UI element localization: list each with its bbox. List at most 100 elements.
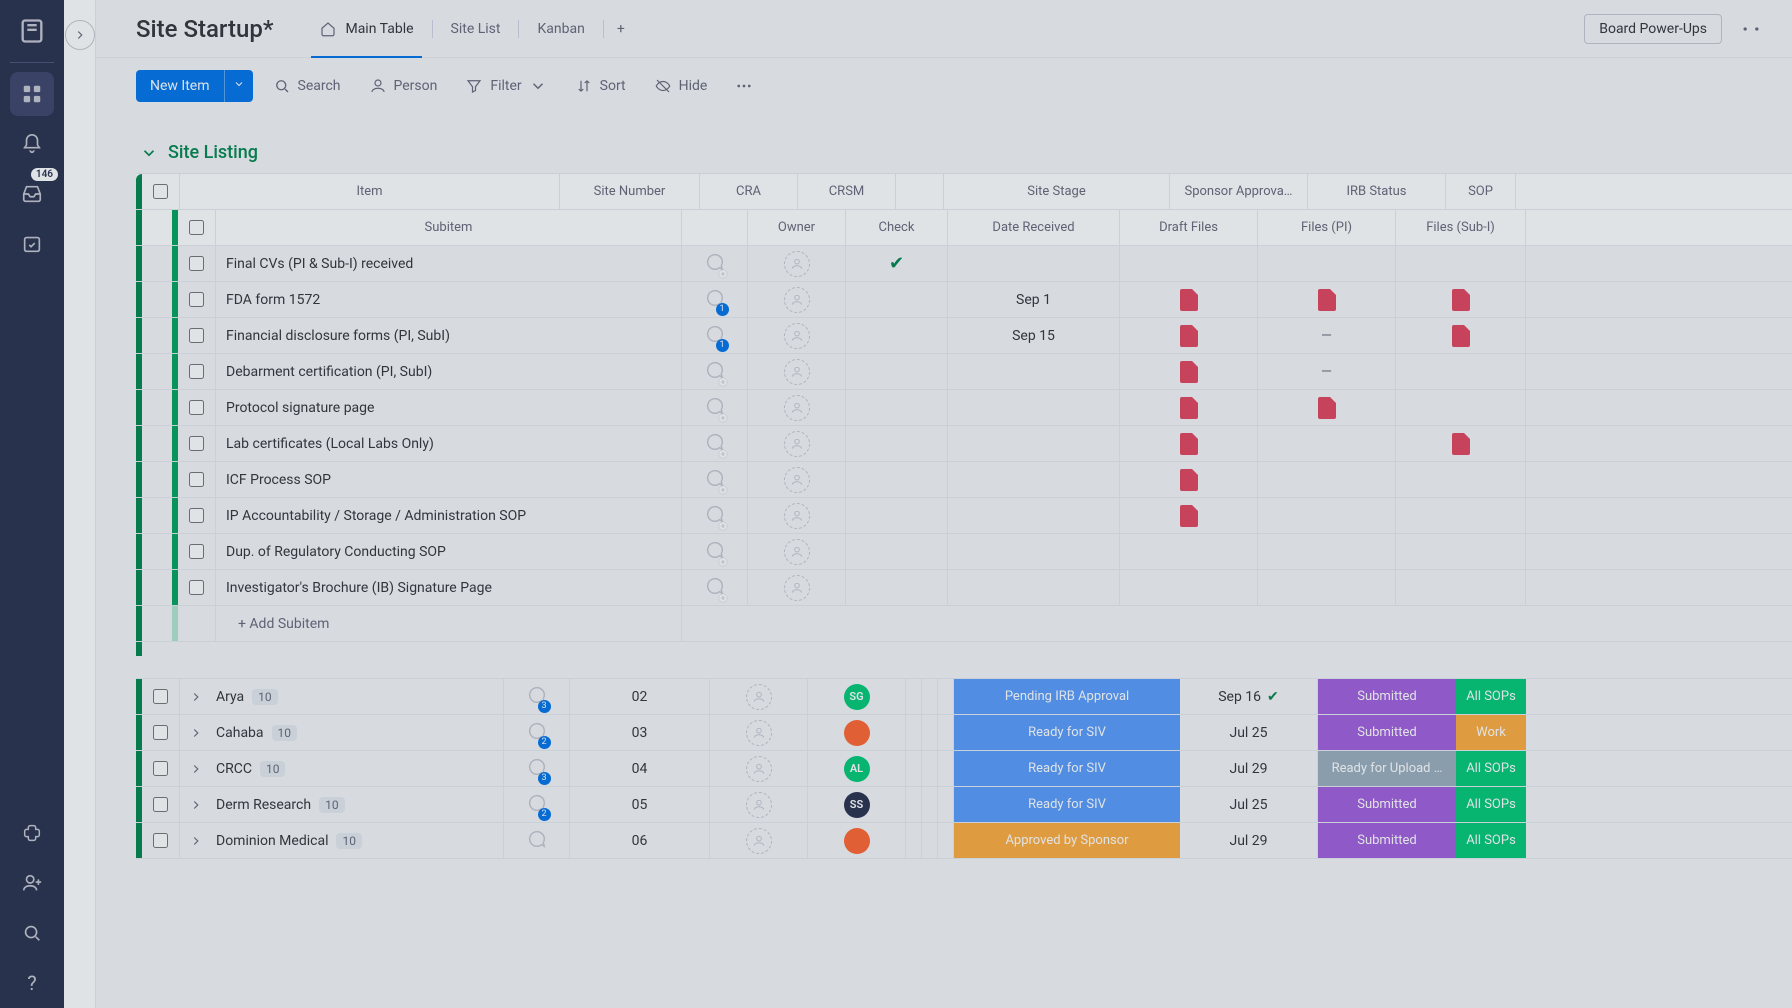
rail-inbox[interactable]: 146 [10, 172, 54, 216]
subitem-draft-files[interactable] [1120, 390, 1258, 425]
subitem-check[interactable]: ✔ [846, 246, 948, 281]
col-cra[interactable]: CRA [700, 174, 798, 209]
subitem-date[interactable] [948, 426, 1120, 461]
site-approval-cell[interactable]: Sep 16✔ [1180, 679, 1318, 714]
site-number-cell[interactable]: 03 [570, 715, 710, 750]
subitem-draft-files[interactable] [1120, 570, 1258, 605]
subitem-files-pi[interactable] [1258, 498, 1396, 533]
subitem-checkbox[interactable] [189, 544, 204, 559]
subcol-draft[interactable]: Draft Files [1120, 210, 1258, 245]
site-cra-cell[interactable] [710, 751, 808, 786]
subitem-check[interactable] [846, 354, 948, 389]
subitem-date[interactable]: Sep 1 [948, 282, 1120, 317]
site-crsm-cell[interactable] [808, 715, 906, 750]
site-sop-cell[interactable]: All SOPs [1456, 679, 1526, 714]
subitem-draft-files[interactable] [1120, 282, 1258, 317]
subitem-chat[interactable]: 1 [682, 318, 748, 353]
subcol-date[interactable]: Date Received [948, 210, 1120, 245]
select-all-checkbox[interactable] [153, 184, 168, 199]
subitem-owner[interactable] [748, 282, 846, 317]
subitem-check[interactable] [846, 534, 948, 569]
col-irb-status[interactable]: IRB Status [1308, 174, 1446, 209]
site-stage-cell[interactable]: Ready for SIV [954, 715, 1180, 750]
subitem-row[interactable]: IP Accountability / Storage / Administra… [136, 498, 1792, 534]
subitem-files-pi[interactable] [1258, 390, 1396, 425]
site-cra-cell[interactable] [710, 787, 808, 822]
expand-site-button[interactable] [180, 787, 212, 822]
subitem-files-pi[interactable] [1258, 426, 1396, 461]
site-stage-cell[interactable]: Pending IRB Approval [954, 679, 1180, 714]
site-stage-cell[interactable]: Approved by Sponsor [954, 823, 1180, 858]
search-button[interactable]: Search [265, 71, 349, 101]
site-crsm-cell[interactable]: SG [808, 679, 906, 714]
subitem-date[interactable] [948, 354, 1120, 389]
subitem-row[interactable]: Protocol signature page [136, 390, 1792, 426]
subitem-chat[interactable]: 1 [682, 282, 748, 317]
filter-button[interactable]: Filter [457, 71, 554, 101]
site-approval-cell[interactable]: Jul 25 [1180, 715, 1318, 750]
site-number-cell[interactable]: 06 [570, 823, 710, 858]
col-crsm[interactable]: CRSM [798, 174, 896, 209]
subitem-draft-files[interactable] [1120, 498, 1258, 533]
subitem-files-subi[interactable] [1396, 498, 1526, 533]
site-irb-cell[interactable]: Submitted [1318, 715, 1456, 750]
subitem-chat[interactable] [682, 426, 748, 461]
subitem-files-pi[interactable]: — [1258, 318, 1396, 353]
subitem-row[interactable]: Final CVs (PI & Sub-I) received ✔ [136, 246, 1792, 282]
group-header[interactable]: Site Listing [140, 142, 1792, 163]
subitem-date[interactable] [948, 246, 1120, 281]
site-name-cell[interactable]: CRCC10 [212, 751, 504, 786]
subitem-files-subi[interactable] [1396, 462, 1526, 497]
tab-kanban[interactable]: Kanban [519, 0, 602, 57]
tab-main-table[interactable]: Main Table [301, 0, 431, 57]
site-name-cell[interactable]: Arya10 [212, 679, 504, 714]
site-cra-cell[interactable] [710, 679, 808, 714]
subitem-checkbox[interactable] [189, 292, 204, 307]
add-view-button[interactable]: + [604, 21, 638, 37]
site-sop-cell[interactable]: All SOPs [1456, 751, 1526, 786]
subitem-files-subi[interactable] [1396, 318, 1526, 353]
col-site-number[interactable]: Site Number [560, 174, 700, 209]
add-subitem-row[interactable]: + Add Subitem [136, 606, 1792, 642]
subitem-checkbox[interactable] [189, 400, 204, 415]
subcol-files-pi[interactable]: Files (PI) [1258, 210, 1396, 245]
site-irb-cell[interactable]: Submitted [1318, 679, 1456, 714]
subitem-row[interactable]: ICF Process SOP [136, 462, 1792, 498]
sort-button[interactable]: Sort [567, 71, 634, 101]
subitem-check[interactable] [846, 498, 948, 533]
subitem-date[interactable] [948, 534, 1120, 569]
subitem-date[interactable] [948, 462, 1120, 497]
site-crsm-cell[interactable]: SS [808, 787, 906, 822]
subitem-row[interactable]: Investigator's Brochure (IB) Signature P… [136, 570, 1792, 606]
subitem-owner[interactable] [748, 354, 846, 389]
site-irb-cell[interactable]: Submitted [1318, 787, 1456, 822]
subitem-name[interactable]: ICF Process SOP [216, 462, 682, 497]
subitem-name[interactable]: Final CVs (PI & Sub-I) received [216, 246, 682, 281]
subitem-draft-files[interactable] [1120, 318, 1258, 353]
subitem-chat[interactable] [682, 570, 748, 605]
col-item[interactable]: Item [180, 174, 560, 209]
site-sop-cell[interactable]: All SOPs [1456, 787, 1526, 822]
powerups-button[interactable]: Board Power-Ups [1584, 14, 1722, 44]
subitem-name[interactable]: Dup. of Regulatory Conducting SOP [216, 534, 682, 569]
site-irb-cell[interactable]: Submitted [1318, 823, 1456, 858]
subitem-checkbox[interactable] [189, 580, 204, 595]
subitem-date[interactable] [948, 570, 1120, 605]
site-checkbox[interactable] [153, 725, 168, 740]
col-site-stage[interactable]: Site Stage [944, 174, 1170, 209]
subitem-checkbox[interactable] [189, 508, 204, 523]
subcol-subitem[interactable]: Subitem [216, 210, 682, 245]
toolbar-more-button[interactable] [727, 71, 761, 101]
subitem-owner[interactable] [748, 426, 846, 461]
site-checkbox[interactable] [153, 689, 168, 704]
site-irb-cell[interactable]: Ready for Upload … [1318, 751, 1456, 786]
subitem-owner[interactable] [748, 498, 846, 533]
board-menu-button[interactable] [1734, 12, 1768, 46]
hide-button[interactable]: Hide [646, 71, 716, 101]
site-crsm-cell[interactable] [808, 823, 906, 858]
site-row[interactable]: Derm Research10 2 05 SS Ready for SIV Ju… [136, 787, 1792, 823]
site-row[interactable]: Dominion Medical10 06 Approved by Sponso… [136, 823, 1792, 859]
site-approval-cell[interactable]: Jul 25 [1180, 787, 1318, 822]
site-chat[interactable]: 2 [504, 787, 570, 822]
subitem-owner[interactable] [748, 570, 846, 605]
